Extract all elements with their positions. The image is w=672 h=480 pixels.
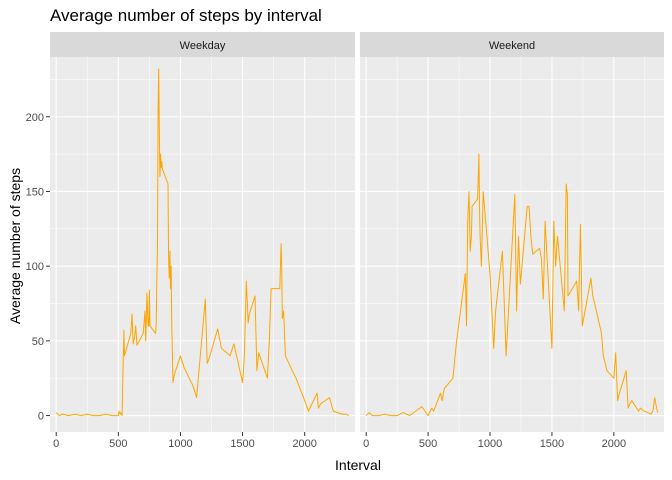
x-tick-label: 2000 [602, 438, 626, 450]
y-axis-title: Average number of steps [7, 168, 23, 324]
panel-weekday: Weekday 0 500 1000 1500 2000 0 50 100 150 200 [26, 32, 355, 450]
x-tick-label: 1000 [168, 438, 192, 450]
x-tick-label: 0 [53, 438, 59, 450]
x-tick-label: 500 [419, 438, 437, 450]
panel-weekend: Weekend 0 500 1000 1500 2000 [360, 32, 664, 450]
y-tick-label: 50 [32, 336, 44, 348]
chart-title: Average number of steps by interval [50, 6, 322, 25]
x-tick-label: 0 [363, 438, 369, 450]
panel-background [50, 57, 355, 432]
series-line [55, 68, 350, 417]
x-tick-label: 1500 [230, 438, 254, 450]
panel-strip [50, 32, 355, 57]
x-tick-label: 2000 [292, 438, 316, 450]
y-tick-label: 150 [26, 186, 44, 198]
x-axis-title: Interval [335, 457, 381, 473]
panel-strip [360, 32, 664, 57]
x-tick-label: 1500 [540, 438, 564, 450]
chart-panels: Weekday 0 500 1000 1500 2000 0 50 100 150 200 Weeke… [26, 32, 664, 450]
y-tick-label: 100 [26, 261, 44, 273]
y-tick-label: 0 [38, 411, 44, 423]
x-tick-label: 500 [109, 438, 127, 450]
x-tick-label: 1000 [478, 438, 502, 450]
panel-strip-label: Weekday [180, 40, 226, 52]
series-line [365, 153, 659, 417]
panel-strip-label: Weekend [489, 40, 535, 52]
y-tick-label: 200 [26, 112, 44, 124]
